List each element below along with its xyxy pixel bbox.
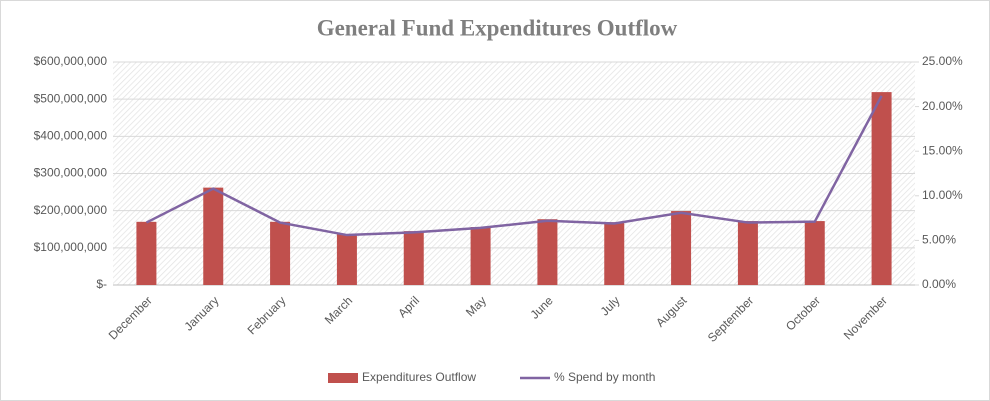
y2-tick-label: 25.00% bbox=[922, 54, 963, 68]
bar bbox=[737, 221, 758, 285]
bar bbox=[671, 211, 692, 285]
bar bbox=[403, 231, 424, 285]
y-tick-label: $100,000,000 bbox=[34, 240, 108, 254]
bar bbox=[336, 234, 357, 285]
legend-label: % Spend by month bbox=[554, 370, 655, 384]
bar bbox=[203, 187, 224, 285]
y-tick-label: $300,000,000 bbox=[34, 166, 108, 180]
bar bbox=[871, 92, 892, 285]
legend-label: Expenditures Outflow bbox=[362, 370, 476, 384]
y2-tick-label: 20.00% bbox=[922, 99, 963, 113]
bar bbox=[537, 219, 558, 285]
y-tick-label: $200,000,000 bbox=[34, 203, 108, 217]
bar bbox=[470, 227, 491, 285]
line bbox=[145, 95, 883, 237]
y2-tick-label: 10.00% bbox=[922, 188, 963, 202]
legend-swatch bbox=[328, 373, 358, 383]
bar bbox=[270, 221, 291, 285]
bar bbox=[136, 221, 157, 285]
y-tick-label: $400,000,000 bbox=[34, 129, 108, 143]
y2-tick-label: 0.00% bbox=[922, 277, 956, 291]
y-tick-label: $500,000,000 bbox=[34, 91, 108, 105]
y-tick-label: $600,000,000 bbox=[34, 54, 108, 68]
y2-tick-label: 5.00% bbox=[922, 233, 956, 247]
bar bbox=[804, 221, 825, 285]
chart-title: General Fund Expenditures Outflow bbox=[317, 15, 678, 40]
y2-tick-label: 15.00% bbox=[922, 143, 963, 157]
y-tick-label: $- bbox=[96, 277, 107, 291]
bar bbox=[604, 222, 625, 285]
